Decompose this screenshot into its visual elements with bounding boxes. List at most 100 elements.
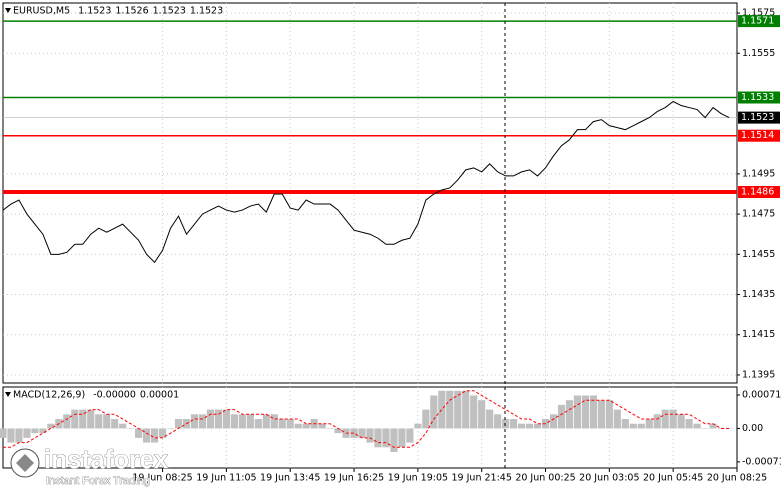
histogram-bar — [294, 423, 302, 429]
histogram-bar — [326, 428, 334, 429]
histogram-bar — [246, 414, 254, 429]
histogram-bar — [629, 423, 637, 429]
histogram-bar — [693, 423, 701, 429]
histogram-bar — [0, 428, 7, 438]
histogram-bar — [366, 428, 374, 443]
y-tick-label: 1.1415 — [742, 329, 775, 340]
histogram-bar — [7, 428, 15, 443]
x-tick-label: 19 Jun 16:25 — [324, 473, 384, 484]
x-tick-label: 20 Jun 00:25 — [515, 473, 575, 484]
brand: instaforex — [44, 444, 169, 474]
histogram-bar — [127, 428, 135, 429]
histogram-bar — [725, 428, 733, 429]
histogram-bar — [470, 395, 478, 429]
histogram-bar — [270, 414, 278, 429]
histogram-bar — [374, 428, 382, 448]
histogram-bar — [103, 414, 111, 429]
histogram-bar — [422, 409, 430, 429]
histogram-bar — [502, 419, 510, 429]
histogram-bar — [318, 423, 326, 429]
header-value: 0.00001 — [140, 390, 179, 401]
histogram-bar — [230, 414, 238, 429]
x-tick-label: 19 Jun 19:05 — [388, 473, 448, 484]
histogram-bar — [438, 390, 446, 429]
x-tick-label: 19 Jun 08:25 — [132, 473, 192, 484]
y-tick-label: -0.00071 — [742, 456, 781, 467]
histogram-bar — [214, 409, 223, 429]
histogram-bar — [685, 419, 693, 429]
histogram-bar — [621, 419, 629, 429]
x-tick-label: 19 Jun 21:45 — [452, 473, 512, 484]
logo-mark — [16, 454, 34, 472]
histogram-bar — [278, 419, 286, 429]
histogram-bar — [39, 428, 47, 434]
histogram-bar — [350, 428, 358, 438]
histogram-bar — [517, 423, 526, 429]
y-tick-label: 0.00 — [742, 423, 763, 434]
level-tag — [738, 185, 780, 198]
histogram-bar — [95, 414, 103, 429]
histogram-bar — [286, 419, 294, 429]
histogram-bar — [31, 428, 39, 434]
histogram-bar — [510, 419, 518, 429]
histogram-bar — [669, 409, 677, 429]
histogram-bar — [525, 423, 534, 429]
histogram-bar — [605, 400, 613, 429]
price-line — [2, 100, 730, 264]
y-tick-label: 1.1455 — [742, 249, 775, 260]
histogram-bar — [613, 409, 621, 429]
histogram-bar — [262, 414, 270, 429]
level-label: 1.1571 — [741, 16, 774, 27]
histogram-bar — [462, 390, 470, 429]
level-label: 1.1514 — [741, 130, 774, 141]
x-tick-label: 20 Jun 08:25 — [707, 473, 767, 484]
histogram-bar — [661, 409, 669, 429]
histogram-bar — [135, 428, 143, 438]
header-marker — [5, 392, 11, 397]
histogram-bar — [222, 409, 230, 429]
histogram-bar — [637, 423, 645, 429]
y-tick-label: 1.1435 — [742, 289, 775, 300]
histogram-bar — [358, 428, 366, 438]
header-value: 1.1523 — [190, 6, 223, 17]
level-tag — [738, 129, 780, 142]
histogram-bar — [533, 423, 542, 429]
histogram-bar — [79, 409, 87, 429]
signal-line — [3, 390, 730, 448]
histogram-bar — [111, 419, 119, 429]
y-tick-label: 1.1395 — [742, 369, 775, 380]
histogram-bar — [238, 414, 246, 429]
histogram-bar — [390, 428, 398, 452]
histogram-bar — [653, 414, 661, 429]
histogram-bar — [486, 409, 494, 429]
y-tick-label: 1.1475 — [742, 209, 775, 220]
histogram-bar — [414, 423, 422, 429]
header-value: 1.1526 — [115, 6, 148, 17]
histogram-bar — [565, 400, 574, 429]
histogram-bar — [581, 395, 590, 429]
histogram-bar — [158, 428, 167, 438]
histogram-bar — [573, 395, 582, 429]
histogram-bar — [190, 414, 199, 429]
histogram-bar — [198, 414, 207, 429]
histogram-bar — [717, 428, 725, 429]
x-tick-label: 19 Jun 13:45 — [260, 473, 320, 484]
panel-title: EURUSD,M5 — [13, 6, 70, 17]
header-value: 1.1523 — [153, 6, 186, 17]
histogram-bar — [302, 423, 310, 429]
y-tick-label: 1.1495 — [742, 168, 775, 179]
histogram-bar — [71, 409, 79, 429]
watermark: instaforex Instant Forex Trading — [10, 444, 169, 487]
x-tick-label: 20 Jun 03:05 — [579, 473, 639, 484]
header-marker — [5, 8, 11, 13]
histogram-bar — [254, 419, 262, 429]
x-tick-label: 20 Jun 05:45 — [643, 473, 703, 484]
y-tick-label: 1.1575 — [742, 8, 775, 19]
last-price-tag — [738, 111, 780, 124]
histogram-bar — [143, 428, 151, 443]
histogram-bar — [478, 400, 486, 429]
histogram-bar — [87, 409, 95, 429]
tagline: Instant Forex Trading — [46, 475, 150, 487]
histogram-bar — [406, 428, 414, 443]
